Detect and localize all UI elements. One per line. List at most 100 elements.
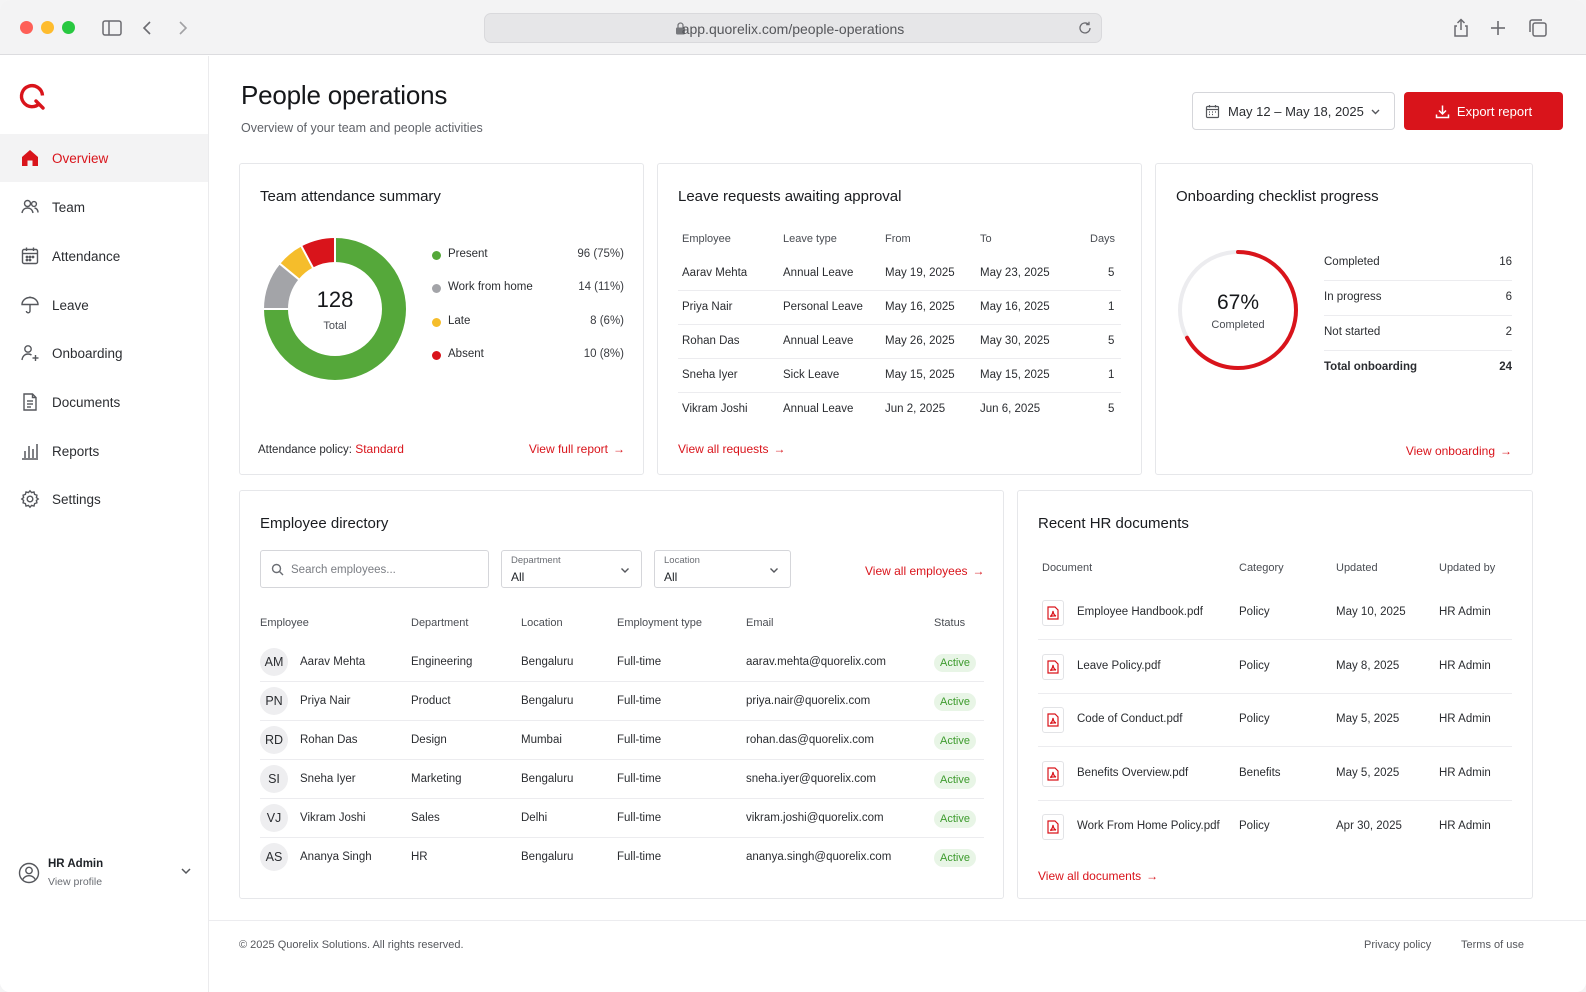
document-name[interactable]: Leave Policy.pdf (1077, 659, 1161, 672)
maximize-window-button[interactable] (62, 21, 75, 34)
leave-cell: 5 (1108, 267, 1115, 279)
sidebar-item-leave[interactable]: Leave (0, 281, 208, 329)
leave-column-header: Days (1090, 233, 1116, 245)
location-select-value: All (664, 570, 678, 584)
leave-cell: May 16, 2025 (980, 301, 1050, 313)
table-row[interactable]: PN Priya Nair Product Bengaluru Full-time pri… (240, 682, 1005, 721)
view-all-requests-link[interactable]: View all requests → (678, 442, 786, 456)
department-select[interactable]: Department All (501, 550, 642, 588)
main-content: People operations Overview of your team … (209, 56, 1586, 992)
leave-cell: May 19, 2025 (885, 267, 955, 279)
employee-email: vikram.joshi@quorelix.com (746, 812, 884, 824)
location-select[interactable]: Location All (654, 550, 791, 588)
employee-email: ananya.singh@quorelix.com (746, 851, 892, 863)
reload-icon[interactable] (1077, 20, 1093, 36)
attendance-policy: Attendance policy: Standard (258, 442, 404, 456)
export-report-button[interactable]: Export report (1404, 92, 1563, 130)
table-row[interactable]: SI Sneha Iyer Marketing Bengaluru Full-time s… (240, 760, 1005, 799)
document-updated: May 5, 2025 (1336, 713, 1400, 725)
quorelix-logo[interactable] (18, 82, 46, 110)
view-all-requests-label: View all requests (678, 442, 769, 456)
legend-work-from-home: Work from home 14 (11%) (432, 281, 624, 297)
employee-dept: HR (411, 851, 428, 863)
terms-of-use-link[interactable]: Terms of use (1461, 939, 1524, 951)
forward-icon[interactable] (171, 17, 193, 39)
legend-value: 14 (11%) (578, 281, 624, 293)
sidebar-item-documents[interactable]: Documents (0, 378, 208, 426)
view-all-documents-link[interactable]: View all documents → (1038, 869, 1158, 883)
table-row[interactable]: Benefits Overview.pdf Benefits May 5, 2025… (1018, 748, 1534, 801)
employee-name: Vikram Joshi (300, 812, 366, 824)
sidebar-item-team[interactable]: Team (0, 183, 208, 231)
privacy-policy-link[interactable]: Privacy policy (1364, 939, 1432, 951)
close-window-button[interactable] (20, 21, 33, 34)
table-row[interactable]: Work From Home Policy.pdf Policy Apr 30, 2… (1018, 801, 1534, 854)
back-icon[interactable] (137, 17, 159, 39)
legend-absent: Absent 10 (8%) (432, 348, 624, 364)
table-row[interactable]: VJ Vikram Joshi Sales Delhi Full-time vikram.… (240, 799, 1005, 838)
chevron-down-icon[interactable] (179, 864, 193, 878)
directory-column-header: Location (521, 617, 563, 629)
onboarding-row-value: 2 (1505, 326, 1512, 338)
leave-cell: May 23, 2025 (980, 267, 1050, 279)
document-updated-by: HR Admin (1439, 766, 1491, 779)
policy-value-link[interactable]: Standard (355, 442, 404, 456)
document-name[interactable]: Work From Home Policy.pdf (1077, 820, 1220, 832)
directory-title: Employee directory (260, 515, 389, 532)
employee-type: Full-time (617, 734, 662, 746)
legend-late: Late 8 (6%) (432, 315, 624, 331)
document-updated: May 10, 2025 (1336, 606, 1406, 618)
document-name[interactable]: Code of Conduct.pdf (1077, 713, 1183, 725)
employee-loc: Bengaluru (521, 695, 574, 707)
footer-divider (209, 920, 1586, 921)
chevron-down-icon (1371, 109, 1380, 115)
search-field[interactable] (260, 550, 489, 588)
attendance-donut-chart (263, 237, 406, 380)
row-divider (1038, 799, 1512, 801)
date-range-picker[interactable]: May 12 – May 18, 2025 (1192, 92, 1395, 130)
document-updated-by: HR Admin (1439, 713, 1491, 725)
search-input[interactable] (291, 560, 481, 580)
view-full-report-label: View full report (528, 442, 608, 456)
directory-column-header: Employee (260, 617, 309, 629)
tabs-overview-icon[interactable] (1527, 17, 1549, 39)
employee-dept: Marketing (411, 773, 462, 785)
share-icon[interactable] (1450, 17, 1472, 39)
sidebar-item-settings[interactable]: Settings (0, 475, 208, 523)
new-tab-icon[interactable] (1487, 17, 1509, 39)
view-onboarding-link[interactable]: View onboarding → (1406, 444, 1512, 458)
row-divider (260, 759, 984, 760)
status-badge: Active (934, 693, 976, 711)
legend-swatch (432, 284, 441, 293)
documents-column-header: Document (1042, 562, 1093, 574)
user-profile-menu[interactable]: HR Admin View profile (18, 856, 193, 896)
employee-type: Full-time (617, 812, 662, 824)
table-row[interactable]: Employee Handbook.pdf Policy May 10, 2025 H… (1018, 587, 1534, 640)
table-row[interactable]: RD Rohan Das Design Mumbai Full-time rohan.da… (240, 721, 1005, 760)
document-updated-by: HR Admin (1439, 606, 1491, 618)
view-full-report-link[interactable]: View full report → (529, 442, 625, 456)
sidebar-item-onboarding[interactable]: Onboarding (0, 329, 208, 377)
document-updated: May 5, 2025 (1336, 766, 1400, 779)
view-all-documents-label: View all documents (1038, 869, 1142, 883)
leave-cell: Rohan Das (682, 335, 740, 347)
address-bar[interactable]: app.quorelix.com/people-operations (484, 13, 1102, 43)
leave-cell: Aarav Mehta (682, 267, 748, 279)
document-name[interactable]: Benefits Overview.pdf (1077, 766, 1189, 779)
onboarding-percent: 67% (1216, 291, 1260, 314)
table-row[interactable]: Code of Conduct.pdf Policy May 5, 2025 HR A… (1018, 694, 1534, 747)
document-name[interactable]: Employee Handbook.pdf (1077, 606, 1203, 618)
employee-name: Aarav Mehta (300, 656, 366, 668)
table-row[interactable]: Leave Policy.pdf Policy May 8, 2025 HR Admi… (1018, 641, 1534, 694)
minimize-window-button[interactable] (41, 21, 54, 34)
sidebar-item-label: Settings (52, 491, 101, 507)
table-row[interactable]: AS Ananya Singh HR Bengaluru Full-time ananya… (240, 838, 1005, 877)
sidebar-item-overview[interactable]: Overview (0, 134, 208, 182)
sidebar-toggle-icon[interactable] (101, 17, 123, 39)
view-all-employees-link[interactable]: View all employees → (865, 564, 985, 578)
table-row[interactable]: AM Aarav Mehta Engineering Bengaluru Full-ti… (240, 643, 1005, 682)
calendar-icon (1205, 104, 1220, 118)
sidebar-item-attendance[interactable]: Attendance (0, 232, 208, 280)
sidebar-item-reports[interactable]: Reports (0, 427, 208, 475)
view-profile-link[interactable]: View profile (48, 876, 103, 888)
